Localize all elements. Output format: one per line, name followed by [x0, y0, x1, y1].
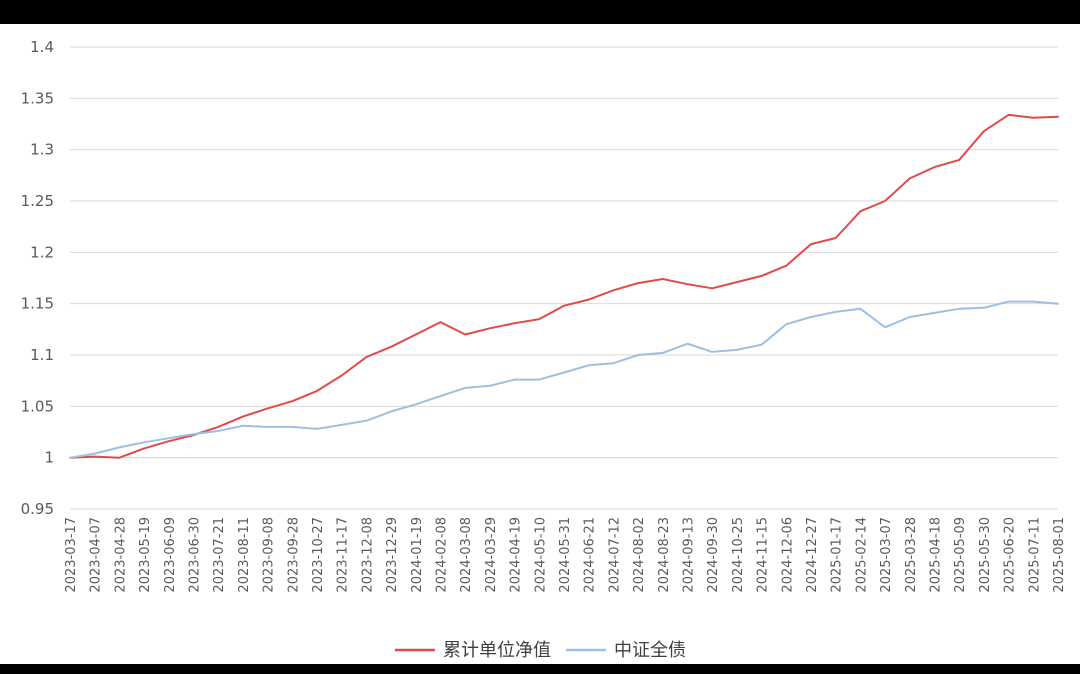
- y-tick-label: 1.2: [30, 243, 54, 261]
- y-tick-label: 0.95: [21, 500, 54, 518]
- x-tick-label: 2024-03-08: [459, 517, 474, 593]
- x-tick-label: 2023-04-07: [89, 517, 104, 593]
- y-tick-label: 1.15: [21, 295, 54, 313]
- x-tick-label: 2024-02-08: [435, 517, 450, 593]
- x-tick-label: 2025-08-01: [1052, 517, 1067, 593]
- legend-label-2: 中证全债: [614, 640, 686, 661]
- x-tick-label: 2023-06-09: [163, 517, 178, 593]
- x-tick-label: 2023-08-11: [237, 517, 252, 593]
- x-tick-label: 2025-05-30: [978, 517, 993, 593]
- x-tick-label: 2024-03-29: [484, 517, 499, 593]
- series-line-1: [69, 113, 1059, 459]
- y-tick-label: 1: [44, 449, 54, 467]
- x-tick-label: 2023-12-29: [385, 517, 400, 593]
- legend-label-1: 累计单位净值: [443, 640, 551, 661]
- y-tick-label: 1.35: [21, 89, 54, 107]
- x-tick-label: 2025-03-28: [904, 517, 919, 593]
- x-tick-label: 2025-07-11: [1027, 517, 1042, 593]
- x-tick-label: 2023-04-28: [113, 517, 128, 593]
- x-tick-label: 2023-12-08: [360, 517, 375, 593]
- x-tick-label: 2024-12-27: [805, 517, 820, 593]
- x-tick-label: 2025-04-18: [929, 517, 944, 593]
- x-tick-label: 2024-04-19: [509, 517, 524, 593]
- line-chart: 0.95 1 1.05 1.1 1.15 1.2 1.25 1.3 1.35 1.4 2023-03…: [21, 38, 1067, 661]
- x-tick-label: 2025-02-14: [854, 517, 869, 593]
- x-tick-label: 2024-05-10: [533, 517, 548, 593]
- x-tick-label: 2023-07-21: [212, 517, 227, 593]
- x-tick-label: 2024-07-12: [607, 517, 622, 593]
- x-tick-label: 2024-10-25: [731, 517, 746, 593]
- x-tick-label: 2024-01-19: [410, 517, 425, 593]
- x-tick-label: 2023-09-28: [286, 517, 301, 593]
- x-tick-label: 2023-03-17: [64, 517, 79, 593]
- x-tick-label: 2025-06-20: [1003, 517, 1018, 593]
- x-tick-label: 2024-08-02: [632, 517, 647, 593]
- x-tick-label: 2023-10-27: [311, 517, 326, 593]
- series-line-2: [69, 300, 1059, 459]
- x-tick-label: 2024-05-31: [558, 517, 573, 593]
- x-tick-label: 2023-09-08: [262, 517, 277, 593]
- y-tick-label: 1.4: [30, 38, 54, 56]
- x-tick-label: 2025-03-07: [879, 517, 894, 593]
- y-tick-label: 1.25: [21, 192, 54, 210]
- x-tick-label: 2024-09-30: [706, 517, 721, 593]
- x-tick-label: 2024-09-13: [682, 517, 697, 593]
- x-tick-label: 2024-08-23: [657, 517, 672, 593]
- x-tick-label: 2024-06-21: [583, 517, 598, 593]
- y-tick-label: 1.05: [21, 397, 54, 415]
- x-tick-label: 2023-11-17: [336, 517, 351, 593]
- x-tick-label: 2024-11-15: [756, 517, 771, 593]
- y-tick-label: 1.1: [30, 346, 54, 364]
- x-tick-label: 2024-12-06: [780, 517, 795, 593]
- x-tick-label: 2025-05-09: [953, 517, 968, 593]
- x-tick-label: 2023-06-30: [188, 517, 203, 593]
- chart-frame: 0.95 1 1.05 1.1 1.15 1.2 1.25 1.3 1.35 1.4 2023-03…: [0, 24, 1080, 664]
- y-tick-label: 1.3: [30, 141, 54, 159]
- x-tick-label: 2025-01-17: [830, 517, 845, 593]
- x-tick-label: 2023-05-19: [138, 517, 153, 593]
